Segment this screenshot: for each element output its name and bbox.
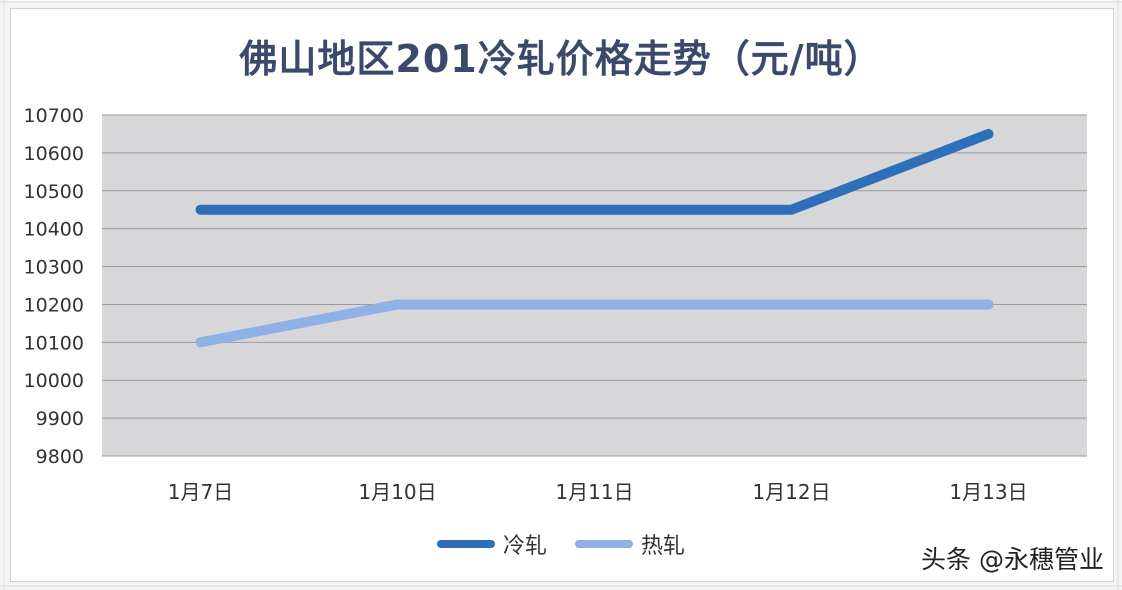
legend-label-hot-rolled: 热轧 [641,534,686,559]
y-tick-label: 10100 [24,332,84,354]
y-tick-label: 9800 [36,446,84,468]
y-tick-label: 10500 [24,181,84,203]
x-tick-label: 1月12日 [752,480,830,504]
y-tick-label: 9900 [36,408,84,430]
plot-area [102,115,1087,456]
legend-swatch-hot-rolled [575,540,633,548]
x-tick-label: 1月10日 [358,480,436,504]
x-tick-label: 1月7日 [168,480,233,504]
y-tick-label: 10600 [24,143,84,165]
chart-title: 佛山地区201冷轧价格走势（元/吨） [239,37,883,81]
watermark: 头条 @永穗管业 [921,545,1104,574]
y-tick-label: 10300 [24,257,84,279]
x-tick-label: 1月11日 [555,480,633,504]
y-tick-label: 10200 [24,294,84,316]
legend-item-cold-rolled[interactable]: 冷轧 [436,528,547,560]
x-tick-label: 1月13日 [949,480,1027,504]
y-tick-label: 10400 [24,219,84,241]
legend-label-cold-rolled: 冷轧 [502,534,547,559]
legend-swatch-cold-rolled [436,540,495,548]
series-lines [195,128,994,348]
legend-item-hot-rolled[interactable]: 热轧 [575,528,685,560]
x-axis-tick-labels: 1月7日 1月10日 1月11日 1月12日 1月13日 [168,480,1028,504]
legend: 冷轧 热轧 [0,528,1122,560]
y-axis-tick-labels: 9800 9900 10000 10100 10200 10300 10400 10500 10… [24,105,84,468]
y-tick-label: 10700 [24,105,84,127]
gridlines [102,114,1087,457]
y-tick-label: 10000 [24,370,84,392]
